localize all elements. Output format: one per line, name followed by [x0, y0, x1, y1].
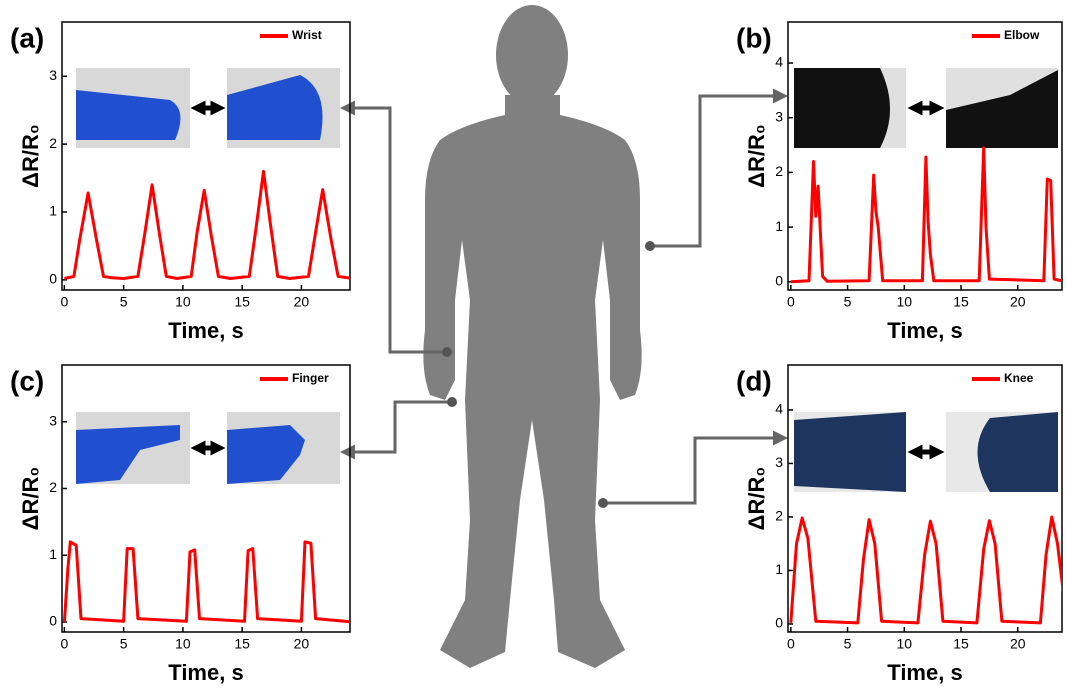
data-line	[791, 517, 1066, 623]
x-axis-label: Time, s	[887, 318, 962, 343]
y-tick-label: 4	[775, 54, 783, 70]
y-axis-label: ΔR/R₀	[744, 467, 769, 531]
x-tick-label: 20	[1010, 636, 1026, 652]
y-tick-label: 1	[775, 218, 783, 234]
y-tick-label: 1	[49, 203, 57, 219]
x-tick-label: 10	[175, 636, 191, 652]
x-tick-label: 5	[120, 294, 128, 310]
x-axis-label: Time, s	[887, 660, 962, 685]
y-tick-label: 0	[49, 613, 57, 629]
x-tick-label: 15	[953, 294, 969, 310]
plot-area	[64, 171, 352, 278]
y-tick-label: 3	[49, 412, 57, 428]
legend-label: Elbow	[1004, 28, 1040, 42]
plot-frame	[788, 365, 1062, 632]
x-tick-label: 10	[897, 636, 913, 652]
panel-label: (a)	[10, 22, 44, 53]
x-tick-label: 20	[294, 636, 310, 652]
y-tick-label: 4	[775, 401, 783, 417]
x-tick-label: 20	[294, 294, 310, 310]
data-line	[791, 148, 1066, 282]
y-tick-label: 2	[775, 508, 783, 524]
x-tick-label: 0	[60, 294, 68, 310]
x-tick-label: 10	[175, 294, 191, 310]
plot-frame	[62, 22, 350, 290]
x-axis-label: Time, s	[168, 318, 243, 343]
x-tick-label: 0	[787, 636, 795, 652]
legend-label: Wrist	[292, 28, 322, 42]
body-silhouette	[423, 5, 641, 668]
y-axis-label: ΔR/R₀	[18, 124, 43, 188]
x-tick-label: 0	[60, 636, 68, 652]
plot-area	[791, 148, 1066, 282]
y-tick-label: 2	[775, 163, 783, 179]
y-tick-label: 2	[49, 135, 57, 151]
panel-label: (d)	[736, 365, 772, 396]
y-tick-label: 3	[775, 108, 783, 124]
data-line	[64, 171, 352, 278]
x-tick-label: 15	[234, 636, 250, 652]
x-tick-label: 5	[844, 636, 852, 652]
x-tick-label: 20	[1010, 294, 1026, 310]
y-tick-label: 1	[49, 546, 57, 562]
panel-label: (b)	[736, 22, 772, 53]
x-tick-label: 5	[120, 636, 128, 652]
y-tick-label: 2	[49, 479, 57, 495]
x-axis-label: Time, s	[168, 660, 243, 685]
x-tick-label: 10	[897, 294, 913, 310]
y-axis-label: ΔR/R₀	[744, 124, 769, 188]
x-tick-label: 15	[953, 636, 969, 652]
y-tick-label: 3	[49, 67, 57, 83]
plot-area	[64, 542, 352, 622]
y-tick-label: 1	[775, 561, 783, 577]
y-tick-label: 0	[775, 615, 783, 631]
plot-area	[791, 517, 1066, 623]
x-tick-label: 15	[234, 294, 250, 310]
panel-label: (c)	[10, 365, 44, 396]
plot-frame	[62, 365, 350, 632]
x-tick-label: 0	[787, 294, 795, 310]
data-line	[64, 542, 352, 622]
legend-label: Finger	[292, 371, 329, 385]
y-tick-label: 0	[775, 272, 783, 288]
x-tick-label: 5	[844, 294, 852, 310]
y-tick-label: 3	[775, 454, 783, 470]
figure: 012305101520Time, sΔR/R₀(a)Wrist01234051…	[0, 0, 1066, 692]
y-tick-label: 0	[49, 271, 57, 287]
legend-label: Knee	[1004, 371, 1034, 385]
y-axis-label: ΔR/R₀	[18, 467, 43, 531]
